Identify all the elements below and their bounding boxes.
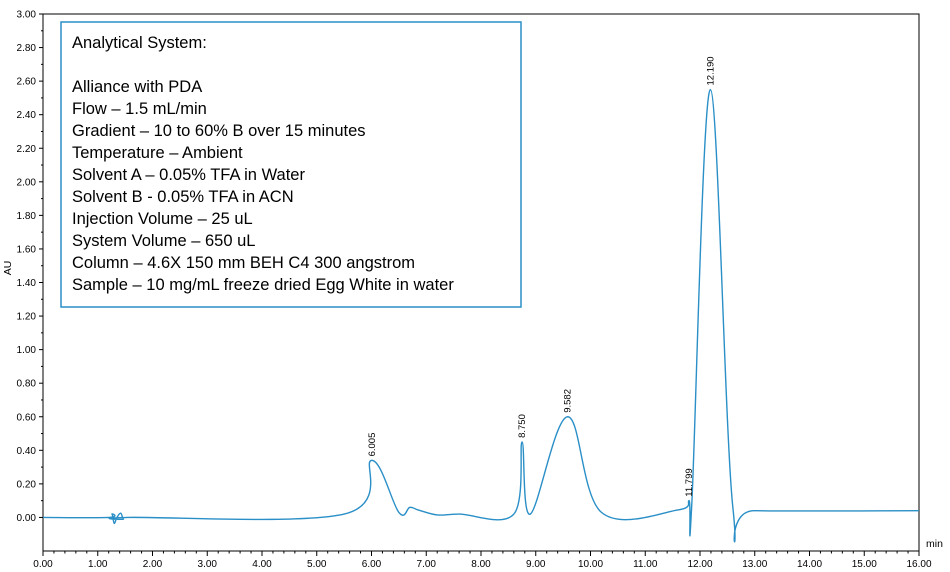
x-tick-label: 9.00 <box>526 559 546 570</box>
info-line: Sample – 10 mg/mL freeze dried Egg White… <box>72 276 454 294</box>
peak-label: 6.005 <box>367 433 378 457</box>
info-line: Column – 4.6X 150 mm BEH C4 300 angstrom <box>72 254 415 272</box>
x-axis-ticks: 0.00 1.00 2.00 3.00 4.00 5.00 6.00 7.00 8.00 9.00… <box>33 551 932 570</box>
info-line: Alliance with PDA <box>72 78 202 96</box>
info-line: Solvent B - 0.05% TFA in ACN <box>72 188 294 206</box>
y-axis-ticks: 0.00 0.20 0.40 0.60 0.80 1.00 1.20 1.40 1.60 1.80… <box>17 10 43 524</box>
y-tick-label: 1.40 <box>17 278 37 289</box>
x-tick-label: 5.00 <box>307 559 327 570</box>
y-tick-label: 2.60 <box>17 77 37 88</box>
y-axis-title: AU <box>2 261 14 276</box>
y-tick-label: 1.60 <box>17 244 37 255</box>
x-tick-label: 6.00 <box>362 559 382 570</box>
info-line: Solvent A – 0.05% TFA in Water <box>72 166 305 184</box>
x-tick-label: 15.00 <box>852 559 877 570</box>
x-tick-label: 8.00 <box>471 559 491 570</box>
info-line: System Volume – 650 uL <box>72 232 255 250</box>
y-tick-label: 1.20 <box>17 312 37 323</box>
y-tick-label: 1.80 <box>17 211 37 222</box>
peak-label: 9.582 <box>563 389 574 413</box>
y-tick-label: 2.00 <box>17 177 37 188</box>
y-tick-label: 0.40 <box>17 446 37 457</box>
info-line: Temperature – Ambient <box>72 144 243 162</box>
x-tick-label: 12.00 <box>687 559 712 570</box>
y-tick-label: 2.80 <box>17 43 37 54</box>
x-tick-label: 1.00 <box>88 559 108 570</box>
y-tick-label: 0.20 <box>17 479 37 490</box>
info-box-frame <box>60 21 522 308</box>
peak-label: 12.190 <box>705 56 716 85</box>
y-tick-label: 3.00 <box>17 10 37 21</box>
series-line-0 <box>42 88 920 543</box>
x-tick-label: 13.00 <box>742 559 767 570</box>
y-tick-label: 1.00 <box>17 345 37 356</box>
x-tick-label: 7.00 <box>417 559 437 570</box>
y-tick-label: 0.00 <box>17 513 37 524</box>
y-tick-label: 2.40 <box>17 110 37 121</box>
x-tick-label: 11.00 <box>633 559 658 570</box>
peak-label: 11.799 <box>684 468 695 496</box>
info-line: Flow – 1.5 mL/min <box>72 100 207 118</box>
x-tick-label: 4.00 <box>252 559 272 570</box>
x-tick-label: 10.00 <box>578 559 603 570</box>
x-tick-label: 14.00 <box>797 559 822 570</box>
info-line: Analytical System: <box>72 34 207 52</box>
y-tick-label: 2.20 <box>17 144 37 155</box>
peak-labels: 6.005 8.750 9.582 11.799 12.190 <box>367 56 717 496</box>
info-line: Injection Volume – 25 uL <box>72 210 253 228</box>
y-tick-label: 0.80 <box>17 379 37 390</box>
info-box: Analytical System: Alliance with PDA Flow … <box>60 21 522 308</box>
x-tick-label: 2.00 <box>143 559 163 570</box>
series <box>42 88 920 543</box>
x-tick-label: 16.00 <box>906 559 931 570</box>
x-tick-label: 0.00 <box>33 559 53 570</box>
x-axis-title: min <box>926 538 943 550</box>
y-tick-label: 0.60 <box>17 412 37 423</box>
peak-label: 8.750 <box>517 414 528 438</box>
info-line: Gradient – 10 to 60% B over 15 minutes <box>72 122 366 140</box>
x-tick-label: 3.00 <box>198 559 218 570</box>
